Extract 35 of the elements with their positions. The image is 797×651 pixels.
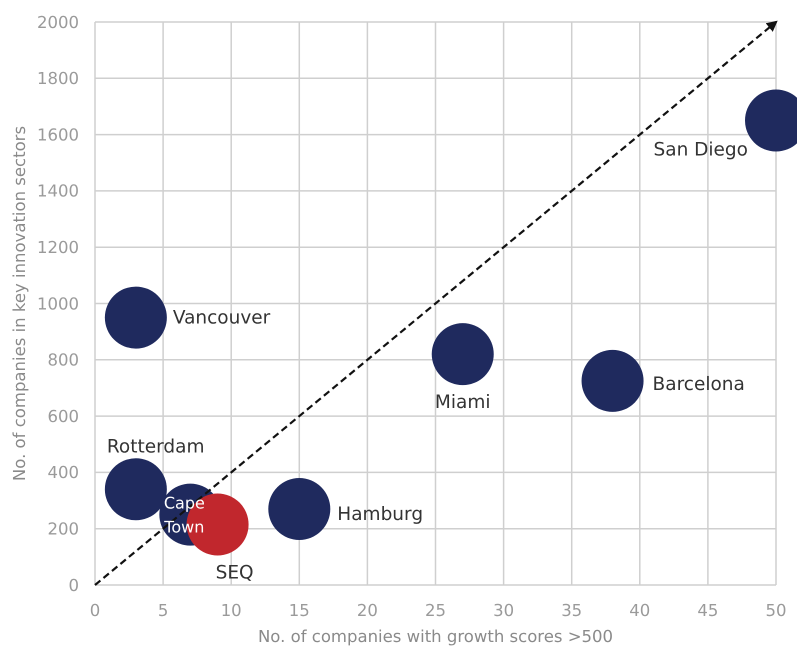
x-tick-label: 40 <box>629 600 650 620</box>
y-tick-label: 0 <box>68 576 79 595</box>
y-axis-title: No. of companies in key innovation sectors <box>10 126 29 482</box>
y-tick-label: 1000 <box>37 294 79 314</box>
y-tick-label: 1600 <box>37 125 79 144</box>
series-label: Miami <box>434 392 491 414</box>
x-tick-label: 35 <box>561 600 582 620</box>
x-axis-title: No. of companies with growth scores >500 <box>258 626 614 646</box>
x-tick-label: 50 <box>766 600 786 620</box>
series-label: Rotterdam <box>106 436 204 458</box>
x-tick-label: 5 <box>158 600 168 620</box>
series-label: San Diego <box>653 140 748 161</box>
y-tick-label: 400 <box>48 463 79 482</box>
x-tick-label: 20 <box>356 600 378 620</box>
x-tick-label: 45 <box>697 600 718 620</box>
point <box>104 286 167 349</box>
series-label: Vancouver <box>172 308 271 329</box>
x-tick-label: 10 <box>220 600 242 620</box>
y-tick-label: 1400 <box>37 182 79 201</box>
x-tick-label: 25 <box>425 600 446 620</box>
x-tick-label: 30 <box>493 600 514 620</box>
y-tick-label: 1800 <box>37 69 79 88</box>
y-tick-label: 2000 <box>37 12 79 32</box>
y-tick-label: 800 <box>48 350 79 370</box>
series-label: Hamburg <box>337 504 424 525</box>
point <box>582 350 644 412</box>
y-tick-label: 600 <box>48 406 79 426</box>
x-tick-label: 0 <box>90 600 100 620</box>
x-tick-label: 15 <box>288 600 310 620</box>
series-label: SEQ <box>216 562 254 584</box>
point <box>432 323 494 386</box>
series-label: Barcelona <box>652 374 745 395</box>
point <box>268 478 330 540</box>
y-tick-label: 200 <box>48 519 79 538</box>
y-tick-label: 1200 <box>37 238 79 257</box>
